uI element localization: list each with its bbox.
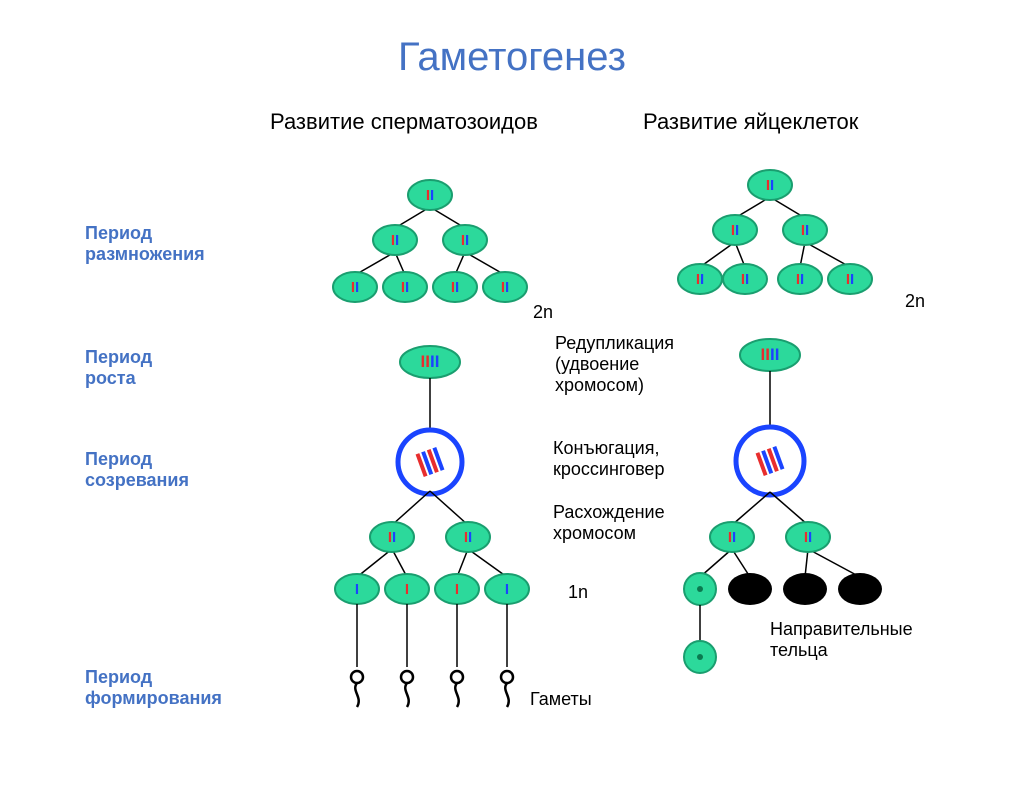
svg-text:II: II	[351, 279, 359, 296]
svg-text:II: II	[728, 529, 736, 546]
svg-text:II: II	[426, 187, 434, 204]
svg-text:IIII: IIII	[421, 352, 440, 371]
svg-text:II: II	[804, 529, 812, 546]
svg-text:II: II	[801, 222, 809, 239]
main-title: Гаметогенез	[0, 27, 1024, 80]
label-gametes: Гаметы	[530, 689, 592, 710]
label-conjugation: Конъюгация,кроссинговер	[553, 438, 664, 480]
svg-text:II: II	[451, 279, 459, 296]
label-2n-right: 2n	[905, 291, 925, 312]
svg-text:II: II	[388, 529, 396, 546]
svg-text:I: I	[505, 581, 509, 598]
svg-text:II: II	[731, 222, 739, 239]
period-maturation: Периодсозревания	[85, 449, 189, 491]
subtitle-egg: Развитие яйцеклеток	[643, 109, 858, 135]
period-multiplication: Периодразмножения	[85, 223, 205, 265]
svg-text:IIII: IIII	[761, 345, 780, 364]
svg-text:II: II	[464, 529, 472, 546]
label-reduplication: Редупликация(удвоениехромосом)	[555, 333, 674, 396]
svg-text:II: II	[766, 177, 774, 194]
svg-text:II: II	[461, 232, 469, 249]
svg-text:II: II	[391, 232, 399, 249]
svg-text:I: I	[405, 581, 409, 598]
svg-text:II: II	[696, 271, 704, 288]
label-divergence: Расхождениехромосом	[553, 502, 665, 544]
label-polar-bodies: Направительныетельца	[770, 619, 913, 661]
svg-text:I: I	[455, 581, 459, 598]
svg-text:II: II	[846, 271, 854, 288]
svg-text:II: II	[401, 279, 409, 296]
subtitle-sperm: Развитие сперматозоидов	[270, 109, 538, 135]
svg-text:II: II	[796, 271, 804, 288]
svg-text:II: II	[501, 279, 509, 296]
label-1n: 1n	[568, 582, 588, 603]
period-growth: Периодроста	[85, 347, 152, 389]
svg-text:I: I	[355, 581, 359, 598]
svg-text:II: II	[741, 271, 749, 288]
period-formation: Периодформирования	[85, 667, 222, 709]
label-2n-left: 2n	[533, 302, 553, 323]
